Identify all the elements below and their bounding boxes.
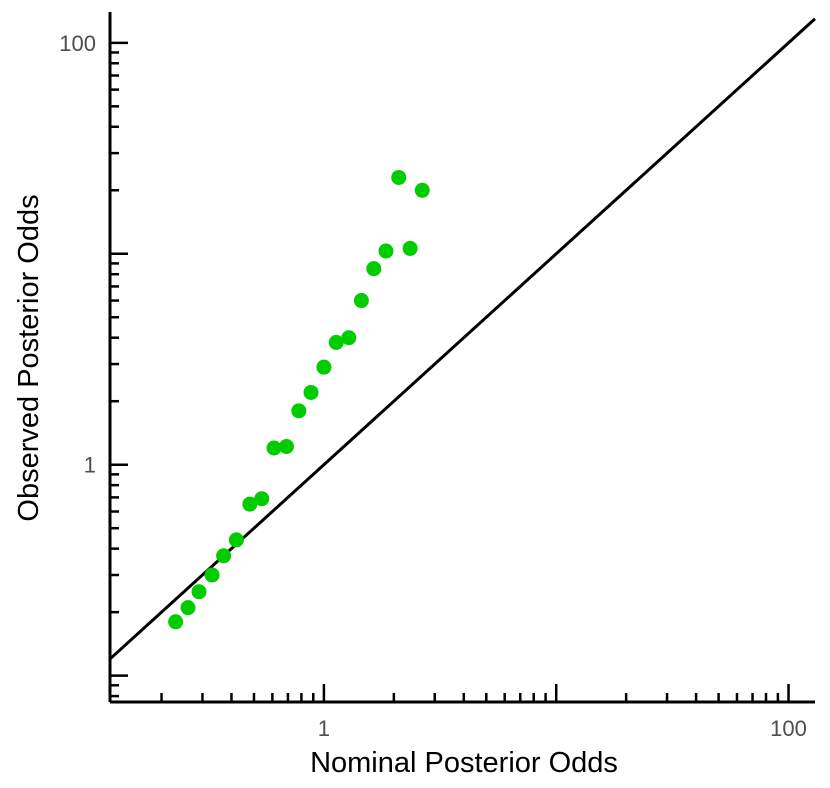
data-point [168,614,184,630]
labels-layer: 1 100 1 100 [59,31,807,741]
y-axis-title: Observed Posterior Odds [13,194,45,521]
data-point [391,169,407,185]
data-point [191,584,207,600]
data-point [228,532,244,548]
points-layer [168,169,430,630]
data-point [266,440,282,456]
data-point [216,548,232,564]
data-point [402,240,418,256]
data-point [328,334,344,350]
x-axis-title: Nominal Posterior Odds [310,747,618,779]
data-point [254,491,270,507]
data-point [180,600,196,616]
axes [108,12,815,704]
reference-line-layer [108,17,817,661]
x-tick-label: 1 [318,716,330,741]
x-tick-label: 100 [770,716,807,741]
data-point [341,330,357,346]
data-point [278,438,294,454]
y-tick-label: 1 [84,453,96,478]
data-point [378,243,394,259]
identity-line [108,17,817,661]
data-point [303,384,319,400]
y-tick-label: 100 [59,31,96,56]
data-point [353,293,369,309]
data-point [366,261,382,277]
data-point [204,567,220,583]
data-point [414,182,430,198]
data-point [316,359,332,375]
data-point [291,403,307,419]
data-point [242,496,258,512]
